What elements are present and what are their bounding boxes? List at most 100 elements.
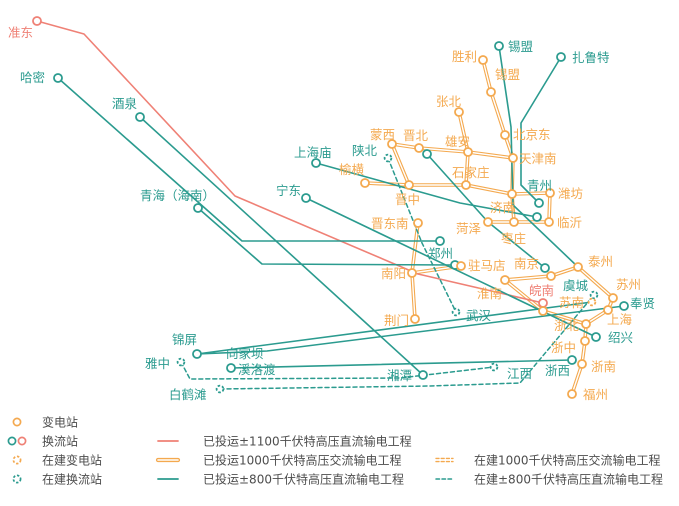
station-shengli	[478, 55, 488, 65]
line-zhangbei-xiongan-inner	[458, 111, 469, 153]
station-huainan	[500, 275, 510, 285]
station-label-jiuquan: 酒泉	[112, 96, 138, 111]
station-label-wannan: 皖南	[529, 283, 554, 298]
legend-line-label-dc800-op: 已投运±800千伏特高压直流输电工程	[203, 472, 404, 487]
line-baihetan-yucheng	[219, 294, 595, 390]
line-hami-zhengzhou	[57, 77, 441, 242]
station-zhezhong	[580, 336, 590, 346]
station-label-zaozhuang: 枣庄	[501, 231, 526, 246]
station-label-shaanbei: 陕北	[352, 143, 378, 158]
station-label-jindongnan: 晋东南	[371, 216, 409, 231]
line-zhundong-wannan	[36, 20, 544, 304]
station-label-weifang: 潍坊	[558, 186, 583, 201]
station-label-jiangxi: 江西	[507, 366, 532, 381]
station-jingmen	[410, 314, 420, 324]
station-xiluodu	[226, 363, 236, 373]
station-shaoxing	[591, 332, 601, 342]
line-shanghaimiao-linyi	[315, 162, 538, 218]
station-wannan-ac	[538, 306, 548, 316]
station-label-zhezhong: 浙中	[551, 340, 576, 355]
station-label-zhangbei: 张北	[436, 94, 462, 109]
legend-converter-icon	[17, 436, 27, 446]
station-zhalute	[556, 52, 566, 62]
line-dc-1100kv-operational	[36, 20, 544, 304]
station-label-ningdong: 宁东	[276, 183, 301, 198]
legend-line-label-dc800-uc: 在建±800千伏特高压直流输电工程	[474, 472, 663, 487]
station-yucheng	[589, 290, 599, 300]
station-shaanbei	[383, 153, 393, 163]
station-zhangbei	[454, 107, 464, 117]
station-label-jinping: 锦屏	[172, 332, 197, 347]
station-label-yazhong: 雅中	[145, 356, 170, 371]
station-suzhou	[608, 293, 618, 303]
legend-marker-label-substation-uc: 在建变电站	[42, 453, 102, 468]
station-label-fengxian: 奉贤	[630, 296, 655, 311]
station-label-zhundong: 准东	[8, 25, 33, 40]
station-nanjing-dc	[540, 263, 550, 273]
station-label-xiangtan: 湘潭	[387, 368, 412, 383]
lines-dc-800kv-operational	[57, 45, 625, 376]
station-zhundong	[32, 16, 42, 26]
station-ximeng-ac	[486, 87, 496, 97]
legend-marker-converter-uc: 在建换流站	[12, 473, 102, 487]
station-label-jingmen: 荆门	[384, 313, 409, 328]
line-shaanbei-wuhan	[387, 157, 457, 313]
station-zhexi	[567, 355, 577, 365]
station-label-beijingdong: 北京东	[513, 127, 551, 142]
station-label-mengxi: 蒙西	[370, 127, 395, 142]
station-nanjing	[546, 271, 556, 281]
line-qinghai-zhumadian	[197, 207, 456, 266]
line-ximeng-taizhou	[498, 45, 579, 268]
station-shanghai	[603, 305, 613, 315]
station-nanyang	[407, 268, 417, 278]
legend-marker-substation-uc: 在建变电站	[12, 453, 102, 468]
station-tianjinnan	[508, 153, 518, 163]
line-xiluodu-zhexi	[230, 359, 573, 369]
station-label-sunan: 苏南	[559, 295, 584, 310]
station-jiangxi	[489, 362, 499, 372]
legend-line-label-ac1000-uc: 在建1000千伏特高压交流输电工程	[474, 453, 661, 468]
legend-marker-label-converter: 换流站	[42, 435, 78, 449]
station-label-heze: 菏泽	[456, 221, 481, 236]
legend-converter-icon	[7, 436, 17, 446]
station-label-zhumadian: 驻马店	[468, 258, 506, 273]
station-jinzhong	[404, 180, 414, 190]
station-label-jinan: 济南	[490, 200, 515, 215]
station-label-taizhou: 泰州	[588, 254, 613, 269]
line-jinping-sunan	[196, 301, 593, 355]
station-shanghaimiao	[311, 158, 321, 168]
station-label-zhalute: 扎鲁特	[572, 50, 610, 65]
station-label-shengli: 胜利	[452, 49, 477, 64]
legend-line-label-ac1000-op: 已投运1000千伏特高压交流输电工程	[203, 453, 402, 468]
station-zhebei	[581, 319, 591, 329]
station-jinbei	[414, 143, 424, 153]
legend-marker-label-converter-uc: 在建换流站	[42, 473, 102, 487]
station-linyi-dc	[532, 212, 542, 222]
station-label-nanjing: 南京	[514, 256, 539, 271]
station-qingzhou	[534, 198, 544, 208]
station-fengxian	[619, 301, 629, 311]
station-jindongnan	[413, 218, 423, 228]
line-xiongan-shijiazhuang-inner	[465, 151, 469, 186]
station-yazhong	[176, 357, 186, 367]
station-zaozhuang	[509, 217, 519, 227]
legend-marker-converter: 换流站	[7, 435, 78, 449]
station-label-baihetan: 白鹤滩	[169, 387, 207, 402]
legend-marker-label-substation: 变电站	[42, 415, 78, 430]
station-beijingdong	[500, 130, 510, 140]
station-heze	[483, 217, 493, 227]
line-mengxi-jinzhong-inner	[391, 143, 410, 186]
station-ningdong	[301, 193, 311, 203]
station-label-zhebei: 浙北	[554, 318, 580, 333]
legend-line-dc800-op: 已投运±800千伏特高压直流输电工程	[157, 472, 404, 487]
station-baihetan	[215, 384, 225, 394]
station-qinghai-hainan	[193, 203, 203, 213]
station-label-jinbei: 晋北	[403, 128, 429, 143]
station-sunan	[587, 297, 597, 307]
station-taizhou	[573, 262, 583, 272]
station-jiuquan	[135, 112, 145, 122]
